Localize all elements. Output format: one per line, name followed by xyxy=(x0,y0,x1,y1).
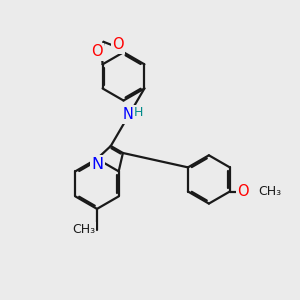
Text: N: N xyxy=(92,157,104,172)
Text: O: O xyxy=(237,184,249,199)
Text: H: H xyxy=(134,106,143,119)
Text: H: H xyxy=(134,106,143,119)
Text: CH₃: CH₃ xyxy=(258,185,281,198)
Text: O: O xyxy=(112,37,124,52)
Text: CH₃: CH₃ xyxy=(72,223,95,236)
Text: N: N xyxy=(123,107,134,122)
Text: O: O xyxy=(91,44,102,59)
Text: N: N xyxy=(92,157,104,172)
Text: N: N xyxy=(123,107,134,122)
